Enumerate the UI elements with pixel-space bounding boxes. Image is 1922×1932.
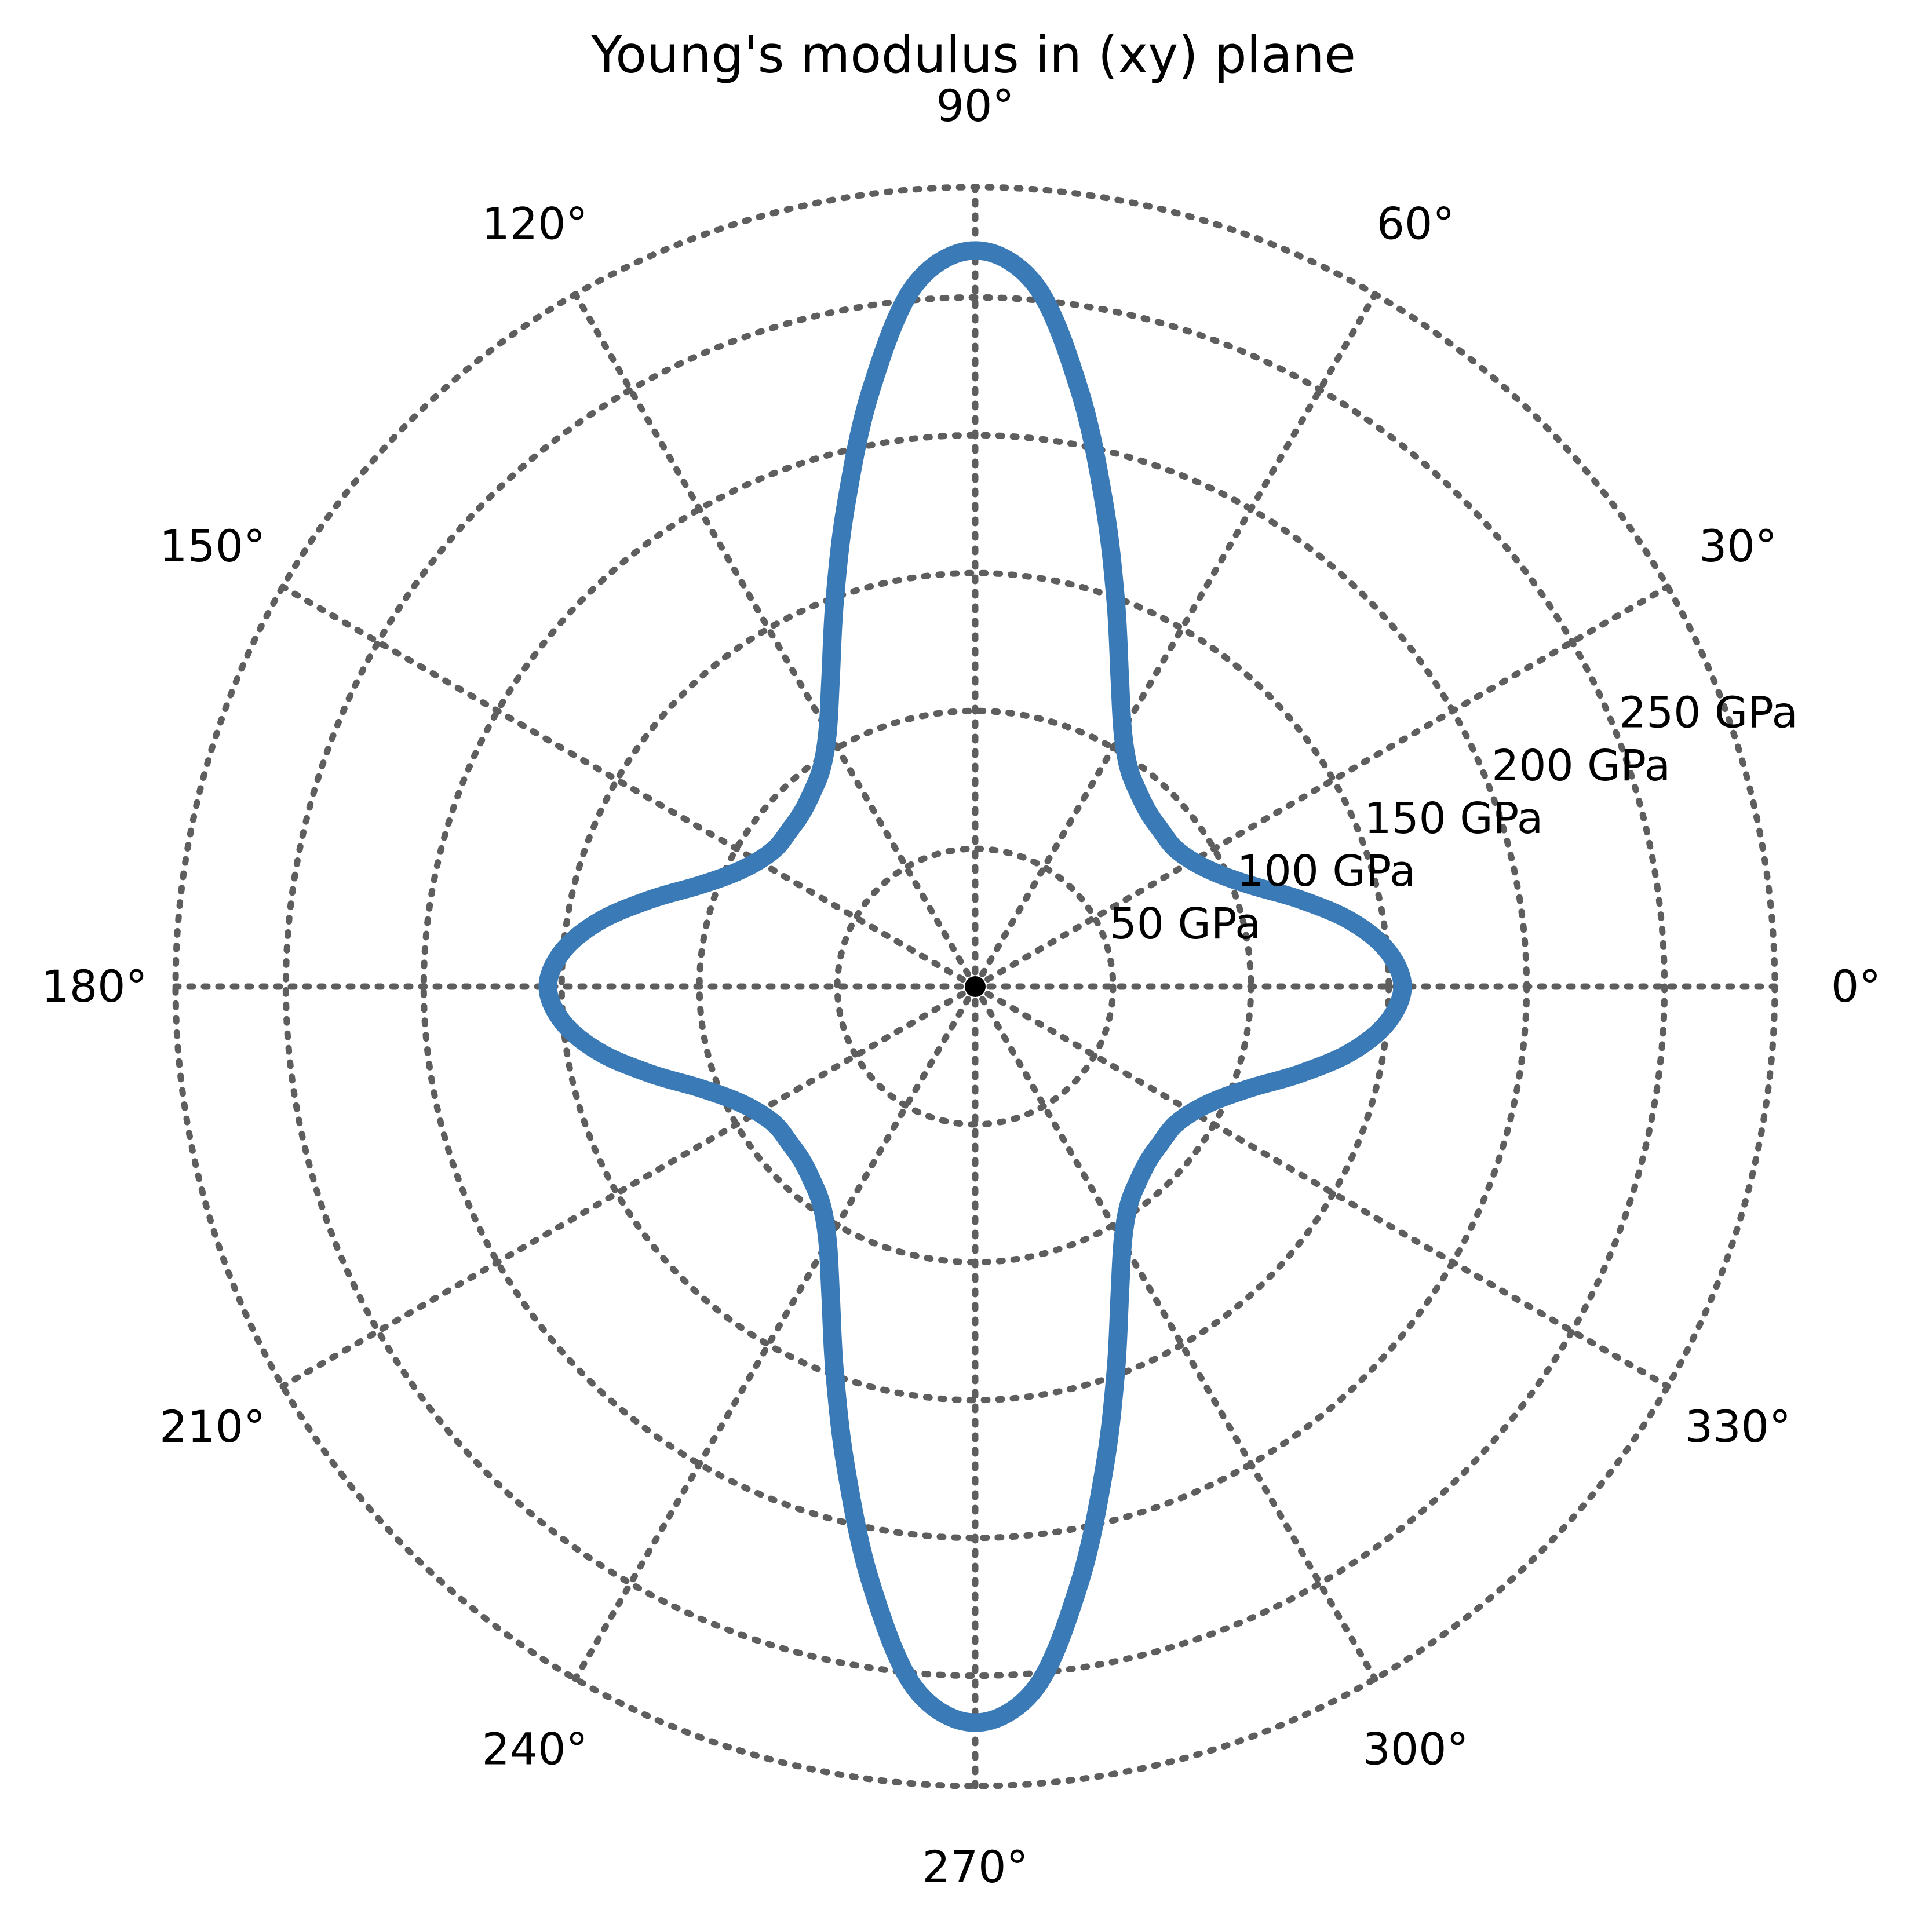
angular-gridline xyxy=(972,291,1378,990)
angular-tick-label: 60° xyxy=(1377,198,1455,250)
angular-gridline xyxy=(572,291,979,990)
series-layer xyxy=(538,241,1412,1732)
origin-marker xyxy=(965,976,986,997)
series-line xyxy=(538,241,1412,1732)
radial-gridline xyxy=(282,294,1668,1679)
angular-gridline xyxy=(972,983,1671,1390)
angular-gridline xyxy=(972,983,1378,1682)
angular-gridline xyxy=(279,983,979,1390)
angular-tick-label: 90° xyxy=(936,80,1015,132)
radial-tick-label: 250 GPa xyxy=(1619,688,1798,738)
angular-gridline xyxy=(572,983,979,1682)
radial-tick-label: 150 GPa xyxy=(1365,794,1544,843)
angular-tick-label: 180° xyxy=(41,960,147,1012)
angular-tick-label: 0° xyxy=(1831,960,1881,1012)
angular-tick-label: 270° xyxy=(922,1841,1028,1893)
radial-gridline xyxy=(834,845,1117,1128)
angular-tick-label: 240° xyxy=(482,1723,588,1774)
angular-tick-label: 330° xyxy=(1685,1401,1791,1452)
angular-tick-label: 30° xyxy=(1699,520,1777,572)
angular-tick-label: 210° xyxy=(159,1401,265,1452)
angular-gridline xyxy=(972,583,1671,990)
angular-gridline xyxy=(279,583,979,990)
radial-gridline xyxy=(558,569,1392,1404)
angular-tick-label: 120° xyxy=(482,198,588,250)
radial-tick-label: 100 GPa xyxy=(1237,846,1416,896)
chart-title: Young's modulus in (xy) plane xyxy=(590,25,1356,85)
radial-tick-label: 50 GPa xyxy=(1110,899,1261,949)
angular-tick-label: 300° xyxy=(1362,1723,1468,1774)
grid-layer xyxy=(172,184,1778,1789)
radial-tick-label: 200 GPa xyxy=(1491,741,1671,791)
angular-tick-label: 150° xyxy=(159,520,265,572)
